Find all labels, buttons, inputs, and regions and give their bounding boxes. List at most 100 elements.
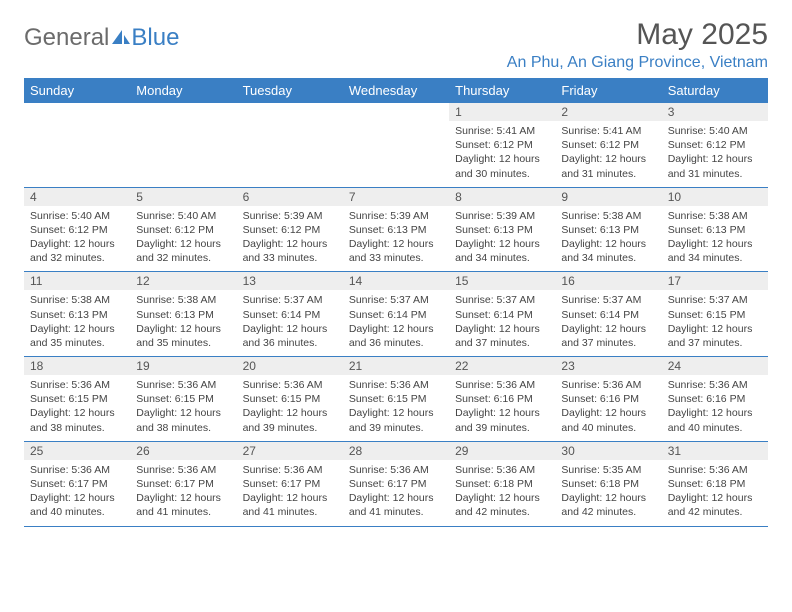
day-content-cell: Sunrise: 5:40 AMSunset: 6:12 PMDaylight:… [662,121,768,187]
sunset-line: Sunset: 6:13 PM [349,223,443,237]
sunrise-line: Sunrise: 5:37 AM [561,293,655,307]
date-cell: 31 [662,441,768,460]
sunset-line: Sunset: 6:12 PM [30,223,124,237]
date-cell: 26 [130,441,236,460]
date-cell: 8 [449,187,555,206]
day-content-cell: Sunrise: 5:38 AMSunset: 6:13 PMDaylight:… [555,206,661,272]
date-cell: 10 [662,187,768,206]
logo-sail-icon [111,27,131,45]
date-cell: 30 [555,441,661,460]
day-content-cell: Sunrise: 5:38 AMSunset: 6:13 PMDaylight:… [662,206,768,272]
day-content-cell: Sunrise: 5:39 AMSunset: 6:13 PMDaylight:… [449,206,555,272]
sunset-line: Sunset: 6:17 PM [30,477,124,491]
day-header: Monday [130,79,236,103]
date-cell: 14 [343,272,449,291]
logo: General Blue [24,18,179,52]
empty-date-cell [343,103,449,122]
day-content-cell: Sunrise: 5:40 AMSunset: 6:12 PMDaylight:… [130,206,236,272]
day-header: Sunday [24,79,130,103]
day-content-cell: Sunrise: 5:40 AMSunset: 6:12 PMDaylight:… [24,206,130,272]
sunset-line: Sunset: 6:15 PM [349,392,443,406]
empty-date-cell [130,103,236,122]
content-row: Sunrise: 5:41 AMSunset: 6:12 PMDaylight:… [24,121,768,187]
content-row: Sunrise: 5:40 AMSunset: 6:12 PMDaylight:… [24,206,768,272]
daylight-line: Daylight: 12 hours and 37 minutes. [455,322,549,350]
date-cell: 22 [449,357,555,376]
daylight-line: Daylight: 12 hours and 41 minutes. [243,491,337,519]
sunrise-line: Sunrise: 5:41 AM [561,124,655,138]
date-cell: 1 [449,103,555,122]
date-cell: 4 [24,187,130,206]
sunrise-line: Sunrise: 5:37 AM [668,293,762,307]
sunrise-line: Sunrise: 5:36 AM [349,463,443,477]
sunrise-line: Sunrise: 5:36 AM [136,378,230,392]
sunset-line: Sunset: 6:15 PM [243,392,337,406]
day-header: Thursday [449,79,555,103]
daylight-line: Daylight: 12 hours and 40 minutes. [30,491,124,519]
sunset-line: Sunset: 6:18 PM [561,477,655,491]
day-header-row: Sunday Monday Tuesday Wednesday Thursday… [24,79,768,103]
day-content-cell: Sunrise: 5:36 AMSunset: 6:17 PMDaylight:… [343,460,449,526]
day-content-cell: Sunrise: 5:36 AMSunset: 6:18 PMDaylight:… [662,460,768,526]
title-block: May 2025 An Phu, An Giang Province, Viet… [507,18,768,72]
date-cell: 15 [449,272,555,291]
sunset-line: Sunset: 6:12 PM [668,138,762,152]
date-cell: 25 [24,441,130,460]
sunrise-line: Sunrise: 5:36 AM [668,378,762,392]
logo-text-2: Blue [131,24,179,52]
sunrise-line: Sunrise: 5:39 AM [455,209,549,223]
sunrise-line: Sunrise: 5:36 AM [455,378,549,392]
date-cell: 19 [130,357,236,376]
sunset-line: Sunset: 6:13 PM [455,223,549,237]
daylight-line: Daylight: 12 hours and 31 minutes. [668,152,762,180]
date-cell: 12 [130,272,236,291]
content-row: Sunrise: 5:38 AMSunset: 6:13 PMDaylight:… [24,290,768,356]
day-content-cell: Sunrise: 5:38 AMSunset: 6:13 PMDaylight:… [24,290,130,356]
sunset-line: Sunset: 6:14 PM [349,308,443,322]
day-content-cell: Sunrise: 5:37 AMSunset: 6:14 PMDaylight:… [237,290,343,356]
daylight-line: Daylight: 12 hours and 37 minutes. [668,322,762,350]
sunrise-line: Sunrise: 5:36 AM [243,463,337,477]
day-content-cell: Sunrise: 5:39 AMSunset: 6:12 PMDaylight:… [237,206,343,272]
sunset-line: Sunset: 6:12 PM [455,138,549,152]
daylight-line: Daylight: 12 hours and 36 minutes. [349,322,443,350]
logo-text-1: General [24,24,109,52]
sunset-line: Sunset: 6:16 PM [455,392,549,406]
sunrise-line: Sunrise: 5:36 AM [30,463,124,477]
sunrise-line: Sunrise: 5:39 AM [243,209,337,223]
sunset-line: Sunset: 6:14 PM [561,308,655,322]
sunrise-line: Sunrise: 5:41 AM [455,124,549,138]
day-content-cell: Sunrise: 5:37 AMSunset: 6:14 PMDaylight:… [343,290,449,356]
sunrise-line: Sunrise: 5:36 AM [30,378,124,392]
daylight-line: Daylight: 12 hours and 39 minutes. [455,406,549,434]
date-cell: 6 [237,187,343,206]
day-content-cell: Sunrise: 5:36 AMSunset: 6:16 PMDaylight:… [449,375,555,441]
date-cell: 20 [237,357,343,376]
calendar-body: 123Sunrise: 5:41 AMSunset: 6:12 PMDaylig… [24,103,768,526]
daylight-line: Daylight: 12 hours and 35 minutes. [30,322,124,350]
daylight-line: Daylight: 12 hours and 33 minutes. [349,237,443,265]
date-cell: 3 [662,103,768,122]
day-content-cell: Sunrise: 5:37 AMSunset: 6:14 PMDaylight:… [449,290,555,356]
sunrise-line: Sunrise: 5:40 AM [668,124,762,138]
month-title: May 2025 [507,18,768,52]
daylight-line: Daylight: 12 hours and 34 minutes. [455,237,549,265]
daylight-line: Daylight: 12 hours and 38 minutes. [136,406,230,434]
date-row: 45678910 [24,187,768,206]
day-content-cell: Sunrise: 5:36 AMSunset: 6:15 PMDaylight:… [237,375,343,441]
day-content-cell: Sunrise: 5:36 AMSunset: 6:16 PMDaylight:… [555,375,661,441]
empty-content-cell [24,121,130,187]
bottom-divider [24,526,768,527]
sunset-line: Sunset: 6:17 PM [136,477,230,491]
sunset-line: Sunset: 6:13 PM [136,308,230,322]
day-content-cell: Sunrise: 5:36 AMSunset: 6:17 PMDaylight:… [24,460,130,526]
sunset-line: Sunset: 6:17 PM [243,477,337,491]
sunset-line: Sunset: 6:12 PM [561,138,655,152]
content-row: Sunrise: 5:36 AMSunset: 6:17 PMDaylight:… [24,460,768,526]
day-content-cell: Sunrise: 5:36 AMSunset: 6:17 PMDaylight:… [130,460,236,526]
daylight-line: Daylight: 12 hours and 36 minutes. [243,322,337,350]
date-row: 11121314151617 [24,272,768,291]
date-cell: 16 [555,272,661,291]
day-header: Saturday [662,79,768,103]
daylight-line: Daylight: 12 hours and 40 minutes. [668,406,762,434]
